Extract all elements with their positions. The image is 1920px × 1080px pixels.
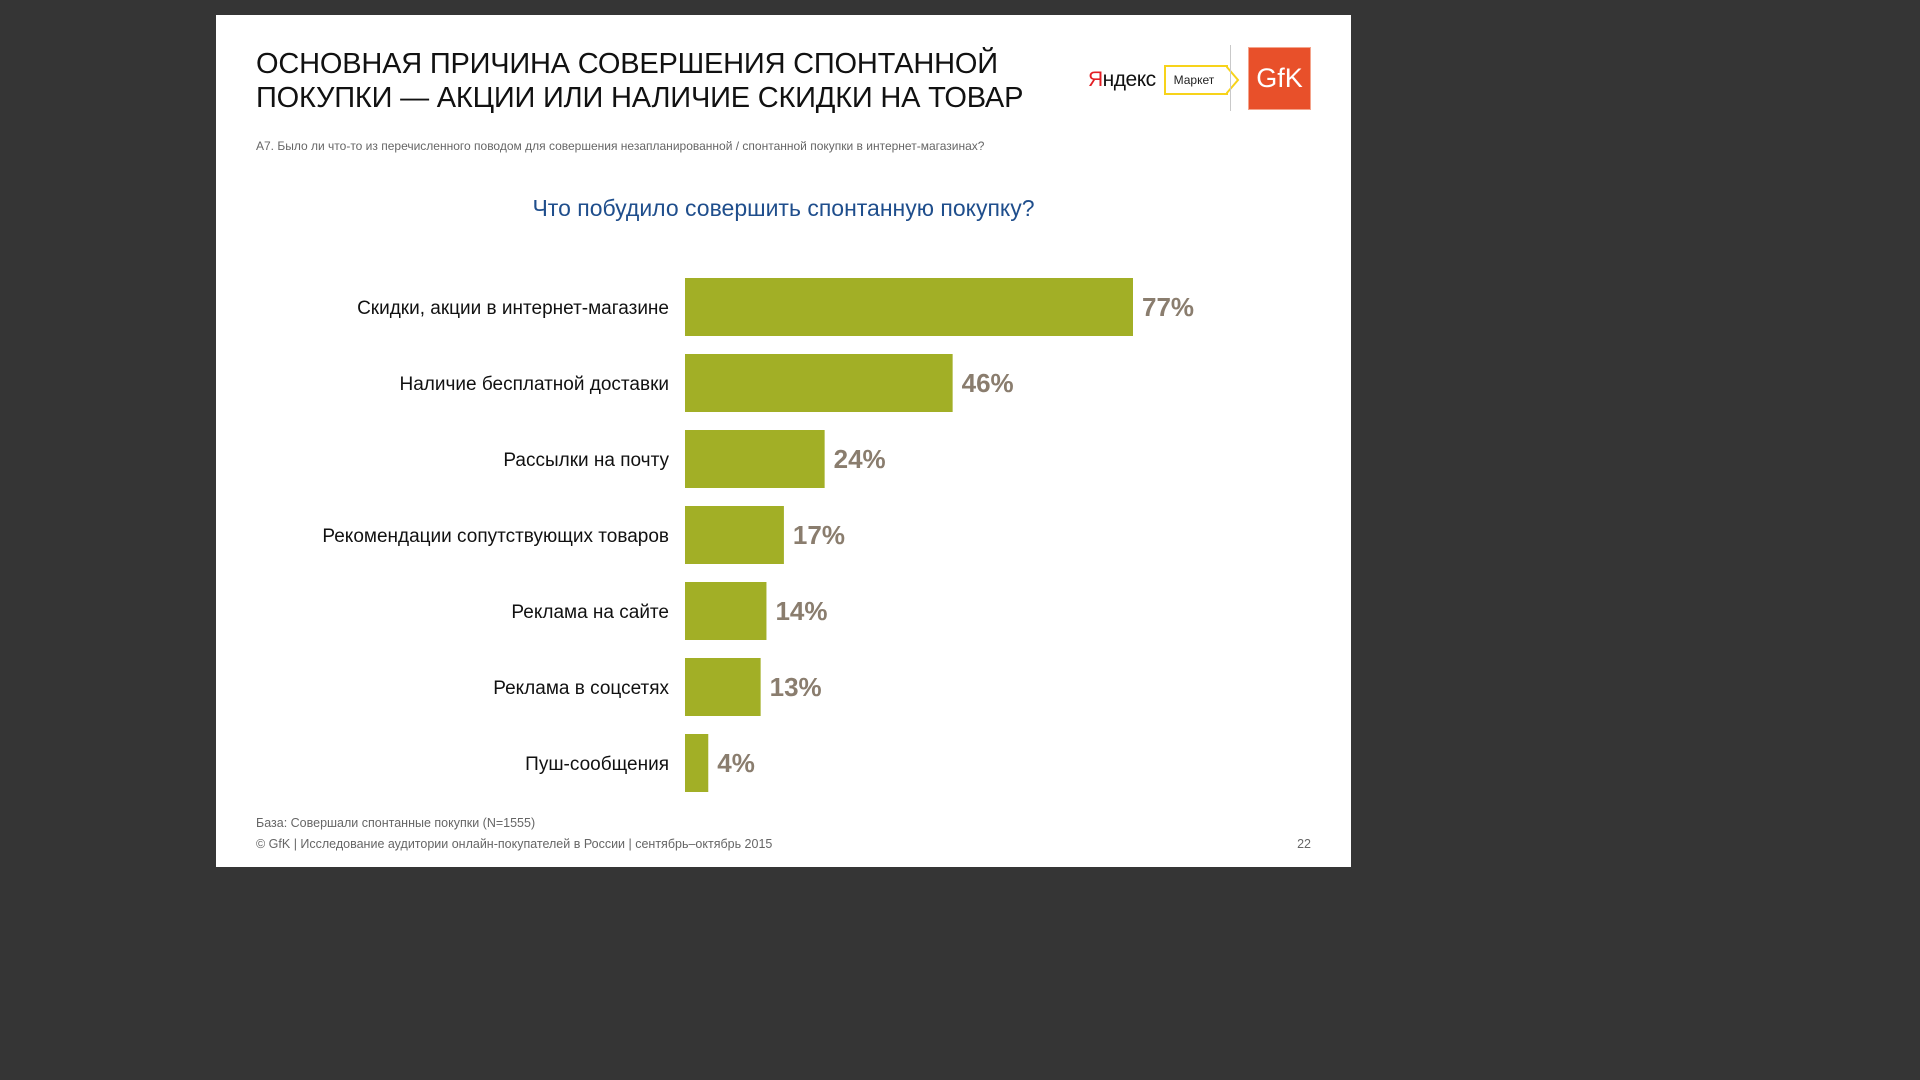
value-label: 13% [770,672,822,702]
bar [685,354,953,412]
value-label: 14% [775,596,827,626]
value-label: 24% [834,444,886,474]
bar [685,506,784,564]
market-tag-label: Маркет [1173,73,1215,87]
page-number: 22 [1297,837,1311,851]
yandex-wordmark-first-letter: Я [1088,68,1103,91]
value-label: 17% [793,520,845,550]
category-label: Реклама на сайте [511,602,669,623]
value-label: 46% [962,368,1014,398]
survey-question: А7. Было ли что-то из перечисленного пов… [256,139,985,153]
category-label: Реклама в соцсетях [493,678,669,699]
bar [685,430,825,488]
logo-divider [1230,45,1231,111]
bar [685,278,1133,336]
gfk-logo: GfK [1248,47,1311,110]
base-note: База: Совершали спонтанные покупки (N=15… [256,816,536,830]
slide-title-line-2: ПОКУПКИ — АКЦИИ ИЛИ НАЛИЧИЕ СКИДКИ НА ТО… [256,82,1024,114]
bar [685,582,767,640]
chart-title: Что побудило совершить спонтанную покупк… [532,195,1035,221]
bar [685,658,761,716]
category-label: Скидки, акции в интернет-магазине [357,298,669,319]
slide-title-line-1: ОСНОВНАЯ ПРИЧИНА СОВЕРШЕНИЯ СПОНТАННОЙ [256,48,998,80]
yandex-wordmark: Яндекс [1088,68,1156,92]
category-label: Рекомендации сопутствующих товаров [322,526,669,547]
category-label: Рассылки на почту [503,450,669,471]
category-label: Пуш-сообщения [525,754,669,775]
bar-chart: Скидки, акции в интернет-магазине 77% Нали… [322,278,1194,792]
gfk-logo-text: GfK [1256,63,1303,93]
value-label: 77% [1142,292,1194,322]
value-label: 4% [717,748,755,778]
category-label: Наличие бесплатной доставки [400,374,670,395]
footer-copyright: © GfK | Исследование аудитории онлайн-по… [256,837,773,851]
yandex-wordmark-rest: ндекс [1102,68,1156,91]
slide: ОСНОВНАЯ ПРИЧИНА СОВЕРШЕНИЯ СПОНТАННОЙ П… [216,15,1351,867]
slide-title: ОСНОВНАЯ ПРИЧИНА СОВЕРШЕНИЯ СПОНТАННОЙ П… [256,47,1023,115]
bar [685,734,709,792]
